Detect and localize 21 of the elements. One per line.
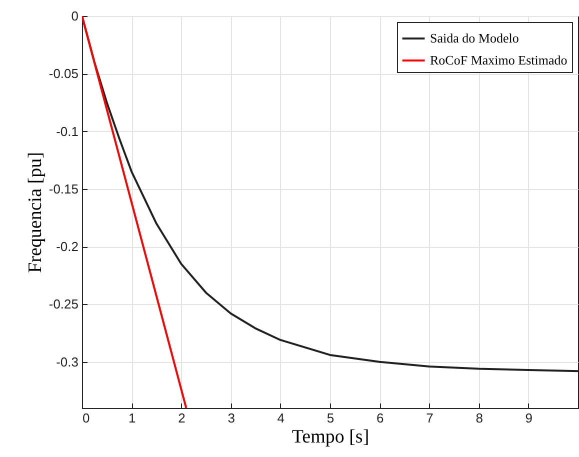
x-tick-label: 6 (376, 410, 384, 426)
x-tick-label: 8 (476, 410, 483, 426)
x-tick-label: 5 (326, 410, 334, 426)
x-tick-label: 0 (82, 410, 90, 426)
x-tick-label: 3 (228, 410, 235, 426)
y-tick-label: -0.1 (56, 124, 78, 139)
x-tick-label: 7 (426, 410, 434, 426)
y-tick-label: -0.2 (56, 239, 78, 254)
x-tick-label: 9 (525, 410, 533, 426)
y-tick-label: -0.25 (48, 296, 78, 312)
y-tick-label: -0.15 (48, 181, 78, 196)
x-axis-title: Tempo [s] (292, 426, 370, 448)
legend-label: RoCoF Maximo Estimado (430, 52, 568, 68)
x-tick-label: 2 (178, 410, 186, 426)
y-tick-label: -0.05 (48, 66, 78, 82)
legend-label: Saida do Modelo (430, 30, 519, 46)
x-tick-label: 1 (128, 410, 136, 426)
y-tick-label: 0 (71, 8, 78, 24)
x-tick-label: 4 (277, 410, 285, 426)
y-axis-title: Frequencia [pu] (24, 152, 46, 273)
y-tick-label: -0.3 (56, 354, 78, 370)
